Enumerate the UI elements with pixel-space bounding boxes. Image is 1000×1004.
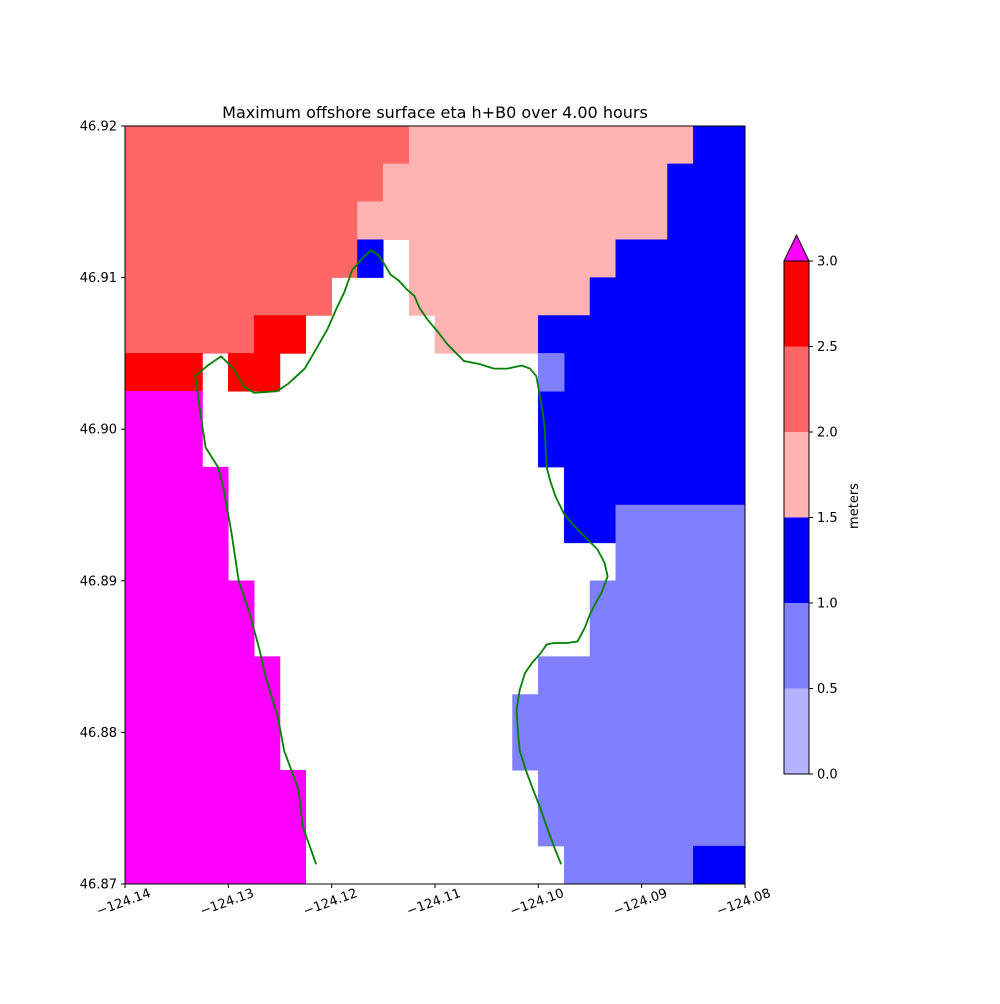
colorbar-tick-label: 2.5	[817, 340, 838, 355]
colorbar-tick-label: 1.0	[817, 597, 838, 612]
heatmap-region-6	[538, 353, 565, 392]
colorbar-segment	[784, 603, 809, 689]
colorbar-segment	[784, 432, 809, 518]
y-tick-label: 46.89	[80, 574, 117, 589]
heatmap-cells	[124, 125, 746, 885]
coastline	[194, 249, 609, 865]
heatmap-region-1	[124, 353, 203, 392]
chart-title: Maximum offshore surface eta h+B0 over 4…	[222, 103, 648, 122]
colorbar: 0.0 0.5 1.0 1.5 2.0 2.5 3.0 meters	[783, 233, 862, 783]
colorbar-tick-label: 3.0	[817, 255, 838, 270]
x-tick-label: −124.09	[611, 886, 669, 919]
coastline-line	[194, 249, 609, 865]
x-tick-label: −124.08	[715, 886, 773, 919]
colorbar-segment	[784, 517, 809, 603]
y-tick-label: 46.87	[80, 878, 117, 893]
colorbar-label: meters	[847, 483, 862, 529]
colorbar-tick-label: 1.5	[817, 511, 838, 526]
colorbar-tick-label: 2.0	[817, 426, 838, 441]
x-tick-label: −124.10	[508, 886, 566, 919]
x-tick-label: −124.12	[301, 886, 359, 919]
colorbar-segment	[784, 346, 809, 432]
y-tick-label: 46.91	[80, 271, 117, 286]
heatmap-region-9	[124, 391, 307, 885]
colorbar-extend-arrow	[783, 233, 810, 262]
heatmap-region-2	[228, 315, 307, 392]
x-axis-ticks: −124.14 −124.13 −124.12 −124.11 −124.10 −124.…	[95, 884, 773, 919]
y-tick-label: 46.92	[80, 120, 117, 135]
colorbar-segment	[784, 688, 809, 774]
x-tick-label: −124.13	[198, 886, 256, 919]
colorbar-tick-label: 0.0	[817, 768, 838, 783]
colorbar-tick-label: 0.5	[817, 682, 838, 697]
y-axis-ticks: 46.87 46.88 46.89 46.90 46.91 46.92	[80, 120, 125, 893]
y-tick-label: 46.88	[80, 726, 117, 741]
y-tick-label: 46.90	[80, 423, 117, 438]
heatmap-region-8	[693, 845, 746, 885]
x-tick-label: −124.11	[405, 886, 463, 919]
colorbar-segment	[784, 261, 809, 347]
